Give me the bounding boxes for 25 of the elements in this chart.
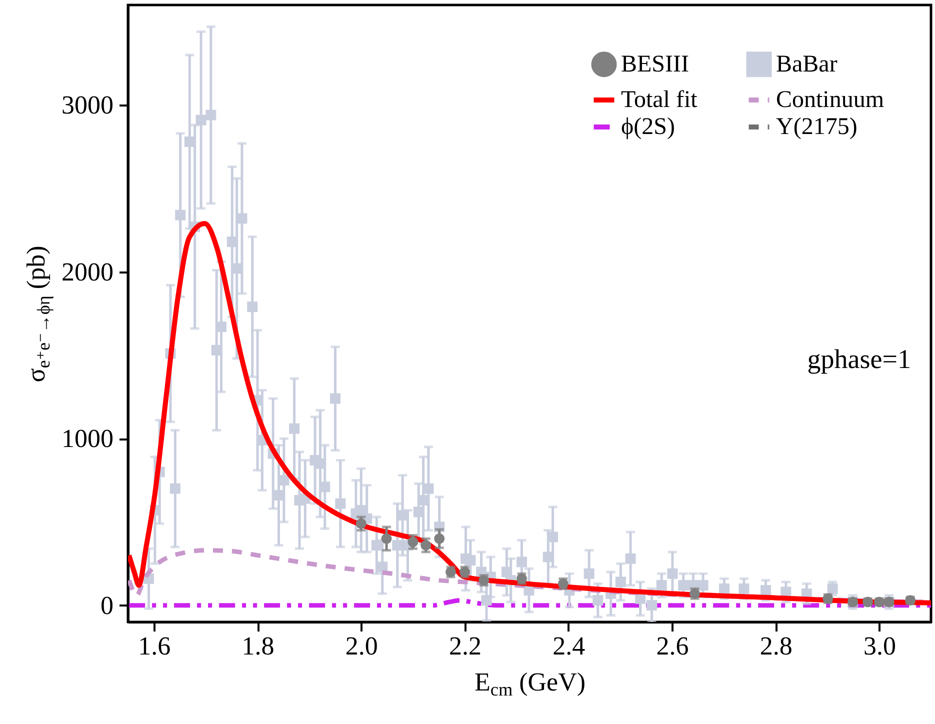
legend-label: Total fit [621,87,698,113]
legend-label: Y(2175) [776,114,858,140]
point [420,540,432,551]
x-tick-label: 2.6 [656,632,689,660]
y-tick-label: 2000 [62,257,114,286]
annotation: gphase=1 [807,344,911,374]
x-tick-label: 2.0 [345,632,378,660]
y-tick-label: 1000 [62,424,114,454]
y-tick-label: 3000 [62,90,114,120]
legend-label: Continuum [776,87,884,113]
point [381,533,392,544]
legend-label: BaBar [776,51,838,78]
x-axis-title: E$_{cm}$ (GeV) [474,668,586,700]
x-tick-label: 2.8 [760,632,792,660]
y-tick-label: 0 [100,590,114,620]
point [356,518,366,529]
legend-label: BESIII [621,51,689,78]
x-tick-label: 1.6 [138,632,171,660]
point [408,536,418,548]
x-tick-label: 2.2 [448,632,482,660]
point [434,533,445,544]
x-tick-label: 1.8 [242,632,274,660]
x-tick-label: 3.0 [863,632,896,660]
x-tick-label: 2.4 [552,632,586,660]
legend-label: ϕ(2S) [621,114,675,140]
